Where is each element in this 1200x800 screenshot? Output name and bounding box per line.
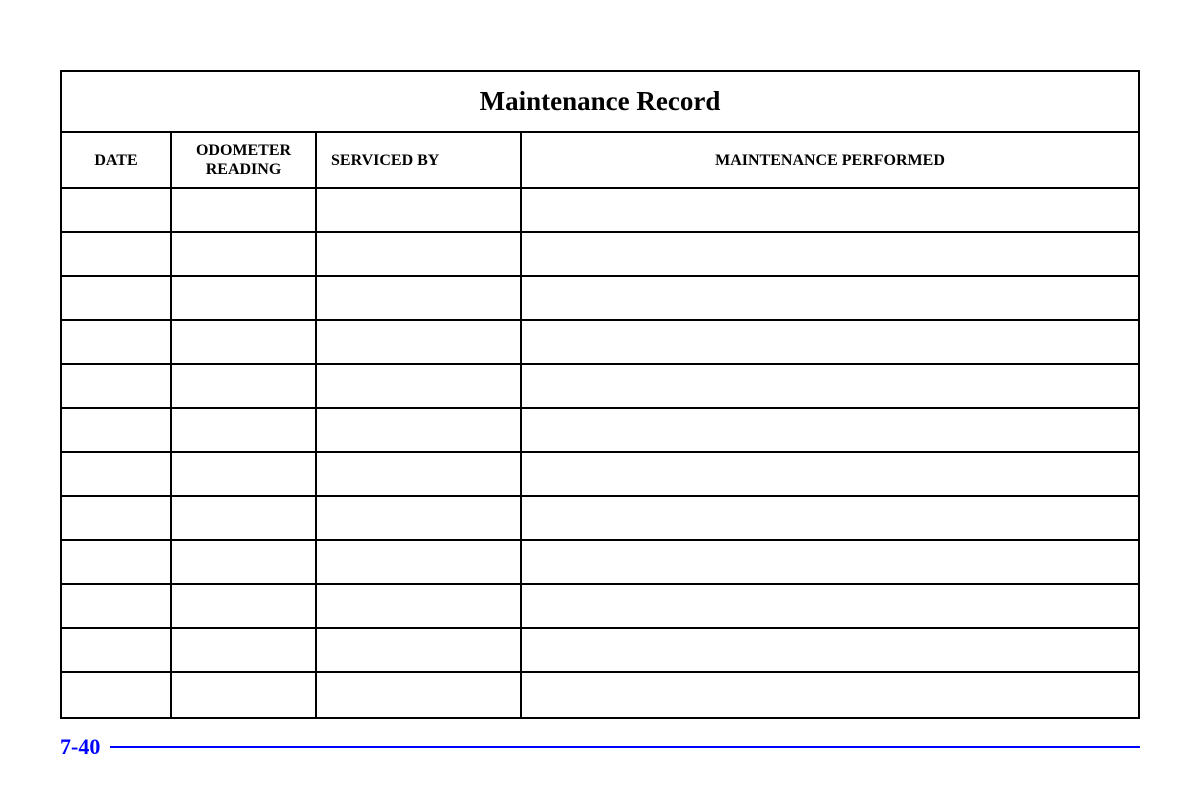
table-cell xyxy=(317,585,522,627)
column-header-odometer: ODOMETER READING xyxy=(172,133,317,187)
table-cell xyxy=(172,629,317,671)
table-cell xyxy=(172,453,317,495)
table-cell xyxy=(62,629,172,671)
column-header-date: DATE xyxy=(62,133,172,187)
table-cell xyxy=(522,189,1138,231)
column-header-maintenance-performed: MAINTENANCE PERFORMED xyxy=(522,133,1138,187)
table-row xyxy=(62,409,1138,453)
table-cell xyxy=(62,233,172,275)
table-cell xyxy=(62,321,172,363)
table-cell xyxy=(522,321,1138,363)
table-cell xyxy=(62,277,172,319)
table-cell xyxy=(317,189,522,231)
table-row xyxy=(62,629,1138,673)
column-header-serviced-by: SERVICED BY xyxy=(317,133,522,187)
page-number: 7-40 xyxy=(60,734,110,760)
table-row xyxy=(62,585,1138,629)
table-title-cell: Maintenance Record xyxy=(62,72,1138,133)
table-cell xyxy=(172,409,317,451)
page-footer: 7-40 xyxy=(60,734,1140,760)
table-cell xyxy=(317,629,522,671)
table-title: Maintenance Record xyxy=(480,86,721,116)
table-cell xyxy=(172,497,317,539)
table-cell xyxy=(317,365,522,407)
table-row xyxy=(62,189,1138,233)
table-cell xyxy=(317,409,522,451)
table-cell xyxy=(317,321,522,363)
table-cell xyxy=(172,673,317,717)
table-cell xyxy=(62,541,172,583)
table-cell xyxy=(522,497,1138,539)
footer-rule-line xyxy=(110,746,1140,749)
table-row xyxy=(62,497,1138,541)
table-cell xyxy=(522,453,1138,495)
maintenance-record-table: Maintenance Record DATE ODOMETER READING… xyxy=(60,70,1140,719)
table-cell xyxy=(317,497,522,539)
table-cell xyxy=(522,365,1138,407)
table-cell xyxy=(317,673,522,717)
table-row xyxy=(62,673,1138,717)
table-cell xyxy=(522,277,1138,319)
table-cell xyxy=(62,453,172,495)
table-cell xyxy=(317,541,522,583)
table-row xyxy=(62,541,1138,585)
table-cell xyxy=(522,541,1138,583)
table-cell xyxy=(317,277,522,319)
table-row xyxy=(62,453,1138,497)
table-body xyxy=(62,189,1138,717)
table-cell xyxy=(172,365,317,407)
table-cell xyxy=(62,365,172,407)
table-cell xyxy=(172,189,317,231)
table-cell xyxy=(62,189,172,231)
table-cell xyxy=(172,585,317,627)
table-cell xyxy=(62,585,172,627)
table-cell xyxy=(317,233,522,275)
table-cell xyxy=(62,673,172,717)
table-cell xyxy=(522,629,1138,671)
table-cell xyxy=(172,277,317,319)
table-cell xyxy=(522,585,1138,627)
table-cell xyxy=(317,453,522,495)
table-cell xyxy=(172,233,317,275)
table-row xyxy=(62,365,1138,409)
table-cell xyxy=(522,409,1138,451)
table-cell xyxy=(522,233,1138,275)
table-header-row: DATE ODOMETER READING SERVICED BY MAINTE… xyxy=(62,133,1138,189)
table-cell xyxy=(172,321,317,363)
table-cell xyxy=(62,409,172,451)
table-row xyxy=(62,233,1138,277)
table-row xyxy=(62,321,1138,365)
table-cell xyxy=(172,541,317,583)
table-cell xyxy=(62,497,172,539)
table-cell xyxy=(522,673,1138,717)
table-row xyxy=(62,277,1138,321)
